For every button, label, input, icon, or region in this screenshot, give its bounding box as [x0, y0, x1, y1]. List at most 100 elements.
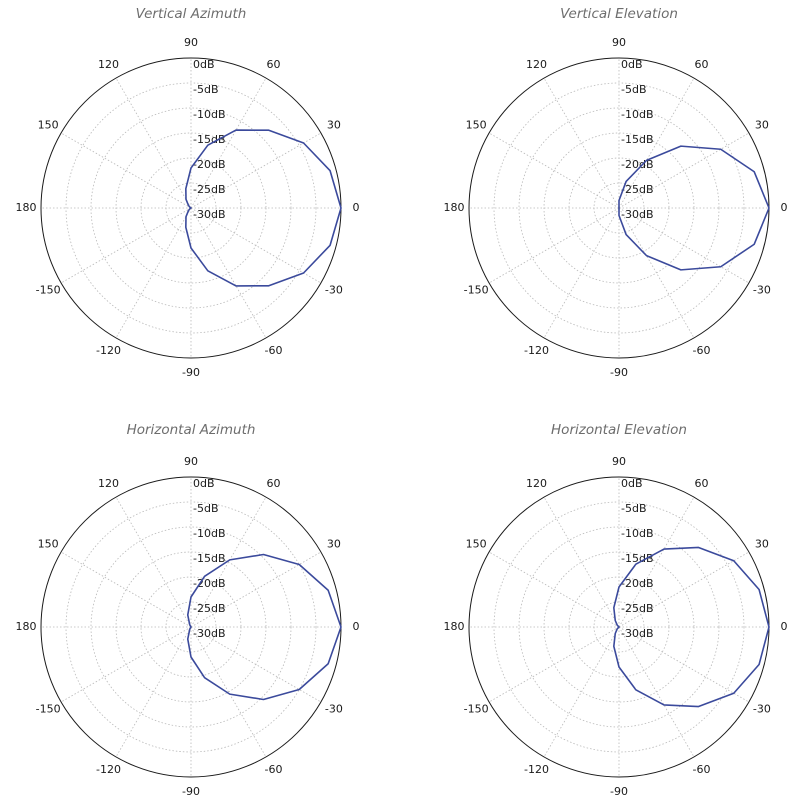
vertical-elevation-angle-label: -150 — [464, 284, 489, 297]
vertical-elevation-radial-label: -5dB — [621, 83, 647, 96]
vertical-azimuth-grid-spoke — [190, 207, 322, 284]
horizontal-azimuth-radial-label: -20dB — [193, 577, 226, 590]
horizontal-elevation-pattern-line — [613, 546, 770, 708]
horizontal-elevation-grid-spoke — [543, 496, 620, 628]
horizontal-elevation-title: Horizontal Elevation — [551, 422, 687, 438]
horizontal-azimuth-radial-label: -5dB — [193, 502, 219, 515]
horizontal-elevation-angle-label: -90 — [610, 785, 628, 798]
horizontal-elevation-grid-ring — [518, 526, 720, 728]
vertical-elevation-angle-label: -60 — [693, 344, 711, 357]
horizontal-elevation-angle-label: 120 — [526, 477, 547, 490]
vertical-elevation-title: Vertical Elevation — [560, 6, 678, 22]
horizontal-azimuth-angle-label: 120 — [98, 477, 119, 490]
horizontal-elevation-angle-label: -150 — [464, 703, 489, 716]
vertical-azimuth-grid-spoke — [190, 77, 267, 209]
vertical-elevation-angle-label: -30 — [753, 284, 771, 297]
vertical-azimuth-grid-ring — [90, 107, 292, 309]
horizontal-elevation-angle-label: 30 — [755, 538, 769, 551]
horizontal-azimuth-radial-label: 0dB — [193, 477, 215, 490]
horizontal-elevation-radial-label: 0dB — [621, 477, 643, 490]
horizontal-azimuth-angle-label: 150 — [38, 538, 59, 551]
vertical-azimuth-grid-spoke — [60, 207, 192, 284]
horizontal-azimuth-chart: Horizontal Azimuth 0 30 60 90 120 150 180 -150 -1… — [16, 422, 360, 798]
vertical-elevation-grid-spoke — [618, 132, 750, 209]
horizontal-elevation-angle-label: 0 — [781, 620, 788, 633]
horizontal-azimuth-grid-spoke — [60, 626, 192, 703]
horizontal-azimuth-angle-label: 0 — [353, 620, 360, 633]
vertical-azimuth-grid-spoke — [115, 77, 192, 209]
horizontal-azimuth-title: Horizontal Azimuth — [127, 422, 256, 438]
horizontal-azimuth-grid-spoke — [190, 551, 322, 628]
horizontal-azimuth-angle-label: -120 — [96, 763, 121, 776]
vertical-azimuth-radial-label: 0dB — [193, 58, 215, 71]
vertical-elevation-grid-spoke — [488, 132, 620, 209]
horizontal-elevation-radial-label: -25dB — [621, 602, 654, 615]
vertical-azimuth-title: Vertical Azimuth — [136, 6, 247, 22]
vertical-azimuth-angle-label: 150 — [38, 119, 59, 132]
horizontal-azimuth-angle-label: 90 — [184, 455, 198, 468]
vertical-elevation-grid-spoke — [618, 77, 695, 209]
horizontal-elevation-angle-label: 60 — [695, 477, 709, 490]
vertical-azimuth-grid-ring — [65, 82, 317, 334]
horizontal-azimuth-angle-label: -30 — [325, 703, 343, 716]
horizontal-elevation-radial-label: -5dB — [621, 502, 647, 515]
horizontal-elevation-angle-label: 150 — [466, 538, 487, 551]
horizontal-azimuth-angle-label: -150 — [36, 703, 61, 716]
horizontal-elevation-angle-label: 180 — [444, 620, 465, 633]
horizontal-azimuth-grid-spoke — [60, 551, 192, 628]
vertical-azimuth-angle-label: -120 — [96, 344, 121, 357]
horizontal-elevation-radial-label: -20dB — [621, 577, 654, 590]
vertical-azimuth-grid-spoke — [190, 132, 322, 209]
vertical-azimuth-angle-label: -90 — [182, 366, 200, 379]
horizontal-elevation-grid-spoke — [543, 626, 620, 758]
horizontal-elevation-chart: Horizontal Elevation 0 30 60 90 120 150 180 -150… — [444, 422, 788, 798]
horizontal-azimuth-radial-label: -15dB — [193, 552, 226, 565]
vertical-elevation-radial-label: -10dB — [621, 108, 654, 121]
vertical-elevation-grid-spoke — [488, 207, 620, 284]
vertical-azimuth-radial-label: -30dB — [193, 208, 226, 221]
horizontal-azimuth-grid-spoke — [190, 626, 322, 703]
horizontal-elevation-grid-spoke — [618, 626, 750, 703]
vertical-azimuth-angle-label: 0 — [353, 201, 360, 214]
vertical-azimuth-pattern-line — [185, 129, 342, 287]
horizontal-azimuth-pattern-line — [186, 553, 342, 701]
vertical-elevation-grid-ring — [518, 107, 720, 309]
horizontal-azimuth-grid-spoke — [115, 496, 192, 628]
vertical-elevation-grid-spoke — [543, 77, 620, 209]
horizontal-azimuth-angle-label: -60 — [265, 763, 283, 776]
horizontal-elevation-radial-label: -10dB — [621, 527, 654, 540]
vertical-azimuth-grid-spoke — [115, 207, 192, 339]
vertical-elevation-radial-label: -15dB — [621, 133, 654, 146]
vertical-azimuth-angle-label: -30 — [325, 284, 343, 297]
vertical-azimuth-angle-label: -150 — [36, 284, 61, 297]
vertical-azimuth-grid-spoke — [60, 132, 192, 209]
horizontal-azimuth-grid-spoke — [190, 496, 267, 628]
vertical-elevation-grid-ring — [493, 82, 745, 334]
horizontal-azimuth-radial-label: -30dB — [193, 627, 226, 640]
horizontal-azimuth-angle-label: 30 — [327, 538, 341, 551]
vertical-azimuth-angle-label: -60 — [265, 344, 283, 357]
horizontal-elevation-grid-spoke — [618, 626, 695, 758]
horizontal-elevation-grid-spoke — [488, 626, 620, 703]
vertical-azimuth-radial-label: -15dB — [193, 133, 226, 146]
horizontal-azimuth-angle-label: -90 — [182, 785, 200, 798]
vertical-elevation-angle-label: -90 — [610, 366, 628, 379]
horizontal-elevation-grid-spoke — [618, 551, 750, 628]
horizontal-azimuth-angle-label: 60 — [267, 477, 281, 490]
horizontal-azimuth-grid-spoke — [190, 626, 267, 758]
vertical-azimuth-radial-label: -10dB — [193, 108, 226, 121]
vertical-azimuth-radial-label: -5dB — [193, 83, 219, 96]
horizontal-azimuth-radial-label: -10dB — [193, 527, 226, 540]
horizontal-elevation-angle-label: -120 — [524, 763, 549, 776]
vertical-elevation-angle-label: 0 — [781, 201, 788, 214]
horizontal-elevation-radial-label: -15dB — [621, 552, 654, 565]
vertical-elevation-radial-label: 0dB — [621, 58, 643, 71]
vertical-elevation-radial-label: -25dB — [621, 183, 654, 196]
vertical-azimuth-angle-label: 120 — [98, 58, 119, 71]
vertical-azimuth-chart: Vertical Azimuth 0 30 60 90 120 150 180 -150 -120… — [16, 6, 360, 379]
horizontal-elevation-radial-label: -30dB — [621, 627, 654, 640]
horizontal-azimuth-radial-label: -25dB — [193, 602, 226, 615]
horizontal-azimuth-grid-ring — [90, 526, 292, 728]
vertical-azimuth-radial-label: -25dB — [193, 183, 226, 196]
